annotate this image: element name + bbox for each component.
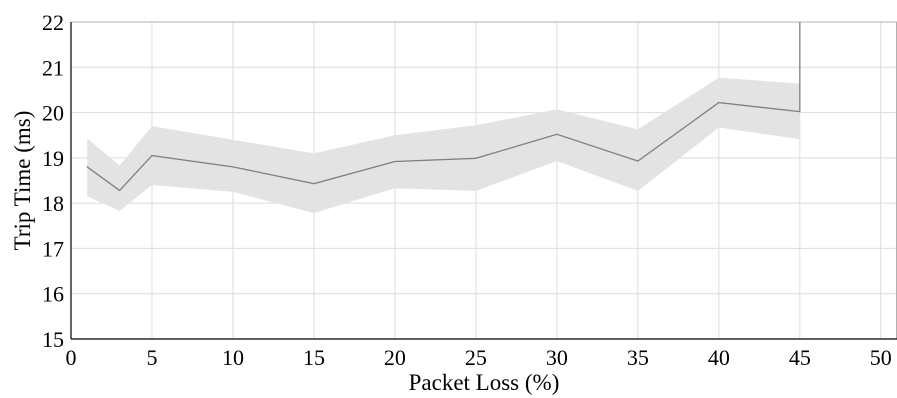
x-tick-label: 30	[546, 345, 568, 370]
tick-labels: 0 5 10 15 20 25 30 35 40 45 50 15 16 17 18 19 20 21 22	[42, 10, 892, 370]
y-tick-label: 19	[42, 146, 64, 171]
data-point	[475, 157, 477, 159]
x-axis-label: Packet Loss (%)	[409, 370, 560, 395]
x-tick-label: 20	[384, 345, 406, 370]
data-point	[86, 166, 88, 168]
data-point	[799, 111, 801, 113]
data-point	[637, 160, 639, 162]
y-tick-label: 22	[42, 10, 64, 35]
x-tick-label: 10	[222, 345, 244, 370]
y-tick-label: 18	[42, 191, 64, 216]
x-tick-label: 45	[789, 345, 811, 370]
y-tick-label: 17	[42, 236, 64, 261]
y-tick-label: 21	[42, 55, 64, 80]
y-axis-label: Trip Time (ms)	[10, 111, 35, 251]
x-tick-label: 35	[627, 345, 649, 370]
confidence-band-layer	[87, 77, 800, 214]
series-line-layer	[86, 22, 801, 192]
data-point	[232, 166, 234, 168]
data-point	[718, 102, 720, 104]
data-point	[118, 189, 121, 192]
x-tick-label: 40	[708, 345, 730, 370]
y-tick-label: 16	[42, 282, 64, 307]
x-tick-label: 25	[465, 345, 487, 370]
x-tick-label: 15	[303, 345, 325, 370]
y-tick-label: 20	[42, 101, 64, 126]
confidence-band	[87, 77, 800, 214]
data-point	[313, 183, 315, 185]
data-point	[556, 133, 558, 135]
data-point	[151, 154, 153, 157]
x-tick-label: 0	[66, 345, 77, 370]
x-tick-label: 50	[870, 345, 892, 370]
x-tick-label: 5	[146, 345, 157, 370]
data-point	[394, 160, 396, 163]
y-tick-label: 15	[42, 327, 64, 352]
